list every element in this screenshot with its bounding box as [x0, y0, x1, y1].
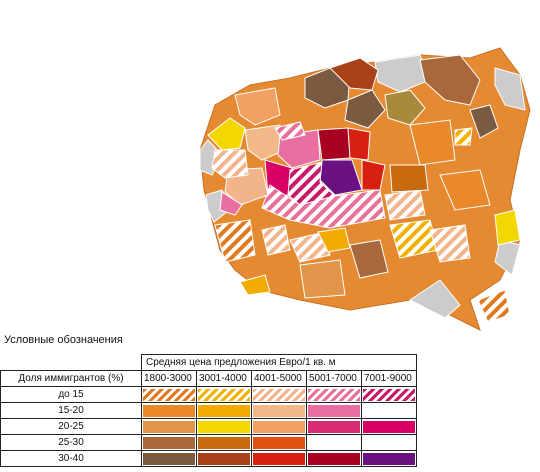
swatch	[196, 418, 252, 435]
region-w-peach	[244, 124, 286, 161]
region-s-orange1	[299, 259, 346, 299]
region-w-pink	[219, 191, 243, 216]
swatch	[251, 434, 307, 451]
legend-row: 30-40	[0, 450, 417, 467]
swatch	[141, 418, 197, 435]
swatch	[306, 402, 362, 419]
immigrant-class-3: 20-25	[0, 418, 142, 435]
region-s-yellow	[317, 227, 351, 253]
price-class-3: 4001-5000	[251, 370, 307, 387]
region-grey-n1	[374, 54, 431, 93]
region-c-red2	[347, 127, 371, 161]
swatch	[361, 434, 417, 451]
region-e-hatch	[384, 189, 426, 221]
swatch	[196, 434, 252, 451]
immigrant-class-1: до 15	[0, 386, 142, 403]
region-ne-brown	[469, 104, 499, 139]
price-header: Средняя цена предложения Евро/1 кв. м	[141, 354, 417, 371]
region-sw2-hatch	[261, 224, 291, 256]
region-c-pinkhatch2	[261, 184, 386, 229]
swatch	[306, 434, 362, 451]
legend-row: до 15	[0, 386, 417, 403]
swatch	[251, 418, 307, 435]
region-grey-n2	[494, 67, 526, 111]
region-n-brown3	[344, 89, 386, 129]
swatch	[251, 450, 307, 467]
region-sw-yellow	[239, 274, 271, 296]
swatch	[361, 386, 417, 403]
region-nw-peach	[234, 87, 281, 126]
legend-row: 20-25	[0, 418, 417, 435]
swatch	[141, 434, 197, 451]
region-c-pink1	[277, 129, 321, 169]
region-s-brown	[349, 239, 389, 279]
region-w-yellow	[207, 117, 246, 151]
swatch	[141, 450, 197, 467]
swatch	[251, 386, 307, 403]
region-ne-orange	[409, 119, 456, 166]
swatch	[141, 402, 197, 419]
swatch	[361, 450, 417, 467]
swatch	[141, 386, 197, 403]
swatch	[196, 402, 252, 419]
price-class-4: 5001-7000	[306, 370, 362, 387]
legend-row: 15-20	[0, 402, 417, 419]
region-w-hatch	[211, 149, 249, 179]
region-e-orange	[439, 169, 491, 211]
region-e-yellow	[494, 209, 521, 246]
region-n-olive	[384, 89, 426, 126]
price-class-5: 7001-9000	[361, 370, 417, 387]
legend-row: 25-30	[0, 434, 417, 451]
region-c-peach	[224, 167, 269, 206]
region-n-hatch	[274, 121, 306, 141]
swatch	[196, 450, 252, 467]
swatch	[306, 418, 362, 435]
region-grey-s	[409, 279, 461, 319]
region-se-hatch2	[429, 224, 471, 263]
swatch	[306, 450, 362, 467]
region-sse-hatch	[477, 289, 511, 323]
swatch	[251, 402, 307, 419]
region-grey-e	[494, 239, 521, 276]
price-class-2: 3001-4000	[196, 370, 252, 387]
region-s-hatch	[289, 231, 331, 263]
region-e-brown2	[389, 164, 429, 193]
price-class-1: 1800-3000	[141, 370, 197, 387]
legend-table: Средняя цена предложения Евро/1 кв. м До…	[0, 354, 417, 467]
region-sw-hatch	[214, 219, 256, 263]
region-n-brown4	[419, 54, 481, 106]
immigrant-class-2: 15-20	[0, 402, 142, 419]
immigrant-class-5: 30-40	[0, 450, 142, 467]
legend-title: Условные обозначения	[4, 334, 123, 346]
legend: Средняя цена предложения Евро/1 кв. м До…	[0, 354, 540, 472]
swatch	[306, 386, 362, 403]
swatch	[196, 386, 252, 403]
immigrants-header: Доля иммигрантов (%)	[0, 370, 142, 387]
swatch	[361, 418, 417, 435]
immigrant-class-4: 25-30	[0, 434, 142, 451]
paris-map	[199, 47, 531, 331]
region-ne-hatch	[454, 127, 473, 146]
region-c-red3	[361, 159, 386, 191]
region-n-brown2	[329, 57, 379, 91]
region-c-red1	[317, 127, 351, 161]
swatch	[361, 402, 417, 419]
